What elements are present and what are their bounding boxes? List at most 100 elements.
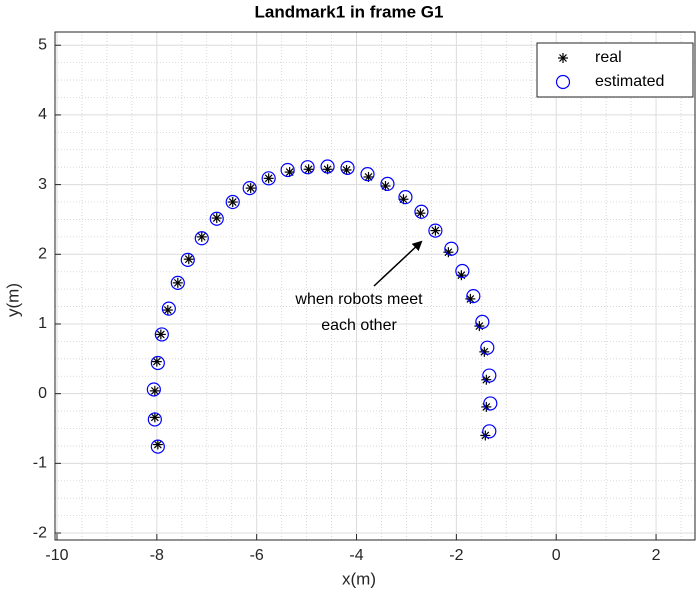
- circle-point: [280, 162, 295, 178]
- asterisk-stroke: [153, 440, 162, 449]
- asterisk-stroke: [481, 431, 490, 440]
- asterisk-stroke: [416, 209, 425, 218]
- y-tick-label: 4: [38, 106, 47, 123]
- circle-point: [150, 439, 165, 454]
- x-tick-label: -4: [349, 547, 363, 564]
- asterisk-point: [481, 374, 492, 385]
- asterisk-stroke: [285, 168, 294, 176]
- asterisk-stroke: [150, 413, 159, 422]
- circle-point: [444, 241, 459, 256]
- asterisk-stroke: [482, 402, 491, 411]
- asterisk-stroke: [264, 174, 273, 183]
- asterisk-point: [474, 321, 485, 332]
- circle-point: [161, 301, 176, 316]
- circle-point: [466, 289, 481, 304]
- asterisk-stroke: [559, 54, 567, 62]
- circle-point: [340, 160, 355, 175]
- circle-point: [194, 231, 209, 246]
- y-tick-label: -1: [33, 455, 47, 472]
- asterisk-point: [183, 254, 194, 265]
- circle-point: [360, 167, 375, 182]
- circle-point: [482, 368, 497, 383]
- asterisk-point: [196, 231, 207, 242]
- y-tick-label: -2: [33, 524, 47, 541]
- circle-point: [398, 190, 413, 205]
- asterisk-stroke: [152, 357, 161, 366]
- asterisk-stroke: [342, 166, 351, 174]
- circle-point: [209, 211, 224, 226]
- circle-point: [146, 382, 161, 397]
- asterisk-point: [398, 194, 409, 205]
- circle-point: [225, 194, 240, 210]
- annotation-arrow: [373, 240, 423, 287]
- y-tick-label: 5: [38, 36, 47, 53]
- circle-point: [475, 314, 490, 329]
- marks: [146, 159, 498, 454]
- legend: real estimated: [536, 42, 694, 98]
- asterisk-point: [155, 329, 166, 340]
- asterisk-point: [245, 183, 256, 194]
- x-tick-label: 0: [552, 547, 561, 564]
- asterisk-stroke: [184, 255, 193, 264]
- asterisk-point: [558, 53, 568, 63]
- asterisk-point: [151, 356, 162, 367]
- x-tick-label: -6: [250, 547, 264, 564]
- asterisk-point: [415, 208, 426, 219]
- x-tick-label: -2: [449, 547, 463, 564]
- asterisk-point: [149, 412, 160, 423]
- circle-point: [455, 263, 470, 279]
- asterisk-stroke: [246, 184, 255, 193]
- y-axis-label: y(m): [3, 283, 22, 317]
- asterisk-stroke: [475, 322, 484, 330]
- asterisk-stroke: [228, 198, 237, 206]
- asterisk-point: [152, 439, 163, 450]
- asterisk-stroke: [364, 173, 373, 181]
- asterisk-stroke: [163, 306, 172, 314]
- circle-point: [414, 204, 429, 219]
- y-tick-label: 0: [38, 385, 47, 402]
- asterisk-point: [284, 167, 295, 178]
- asterisk-point: [430, 225, 441, 236]
- annotation-line: each other: [321, 317, 397, 334]
- x-axis-label: x(m): [342, 569, 376, 588]
- asterisk-point: [211, 213, 222, 224]
- axes-box: [54, 31, 696, 541]
- circle-point: [480, 340, 495, 355]
- x-tick-label: -8: [150, 547, 164, 564]
- asterisk-point: [322, 164, 333, 175]
- asterisk-point: [149, 385, 160, 396]
- chart-title: Landmark1 in frame G1: [255, 2, 444, 21]
- asterisk-point: [303, 164, 314, 175]
- legend-label: real: [595, 49, 622, 66]
- asterisk-point: [227, 197, 238, 208]
- y-tick-label: 3: [38, 176, 47, 193]
- annotation-line: when robots meet: [294, 291, 423, 308]
- asterisk-point: [172, 277, 183, 288]
- circle-point: [147, 412, 162, 427]
- circle-point: [154, 327, 169, 342]
- asterisk-point: [162, 305, 173, 316]
- asterisk-stroke: [323, 165, 332, 174]
- circle-point: [428, 223, 443, 238]
- circle-point: [242, 180, 257, 196]
- asterisk-stroke: [304, 165, 313, 174]
- asterisk-stroke: [444, 248, 453, 257]
- x-tick-label: -10: [45, 547, 68, 564]
- circle-point: [483, 396, 498, 411]
- circle-point: [555, 74, 571, 90]
- y-tick-label: 2: [38, 246, 47, 263]
- asterisk-stroke: [212, 214, 221, 222]
- circle-point: [380, 176, 395, 192]
- asterisk-stroke: [173, 278, 182, 287]
- legend-label: estimated: [595, 73, 664, 90]
- x-tick-label: 2: [652, 547, 661, 564]
- circle-point: [180, 252, 195, 267]
- circle-point: [150, 355, 165, 371]
- asterisk-stroke: [197, 232, 206, 241]
- asterisk-point: [480, 430, 491, 441]
- asterisk-point: [263, 173, 274, 184]
- circle-point: [261, 171, 276, 186]
- asterisk-stroke: [431, 226, 440, 235]
